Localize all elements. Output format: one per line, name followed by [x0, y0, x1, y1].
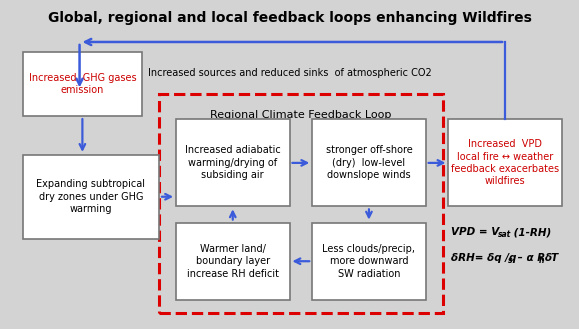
Text: Global, regional and local feedback loops enhancing Wildfires: Global, regional and local feedback loop… — [47, 12, 532, 25]
Text: Increased sources and reduced sinks  of atmospheric CO2: Increased sources and reduced sinks of a… — [148, 68, 431, 78]
FancyBboxPatch shape — [23, 155, 159, 239]
FancyBboxPatch shape — [23, 52, 142, 116]
Text: Less clouds/precip,
more downward
SW radiation: Less clouds/precip, more downward SW rad… — [323, 244, 416, 279]
Text: sat: sat — [499, 230, 512, 239]
Text: Increased  VPD
local fire ↔ weather
feedback exacerbates
wildfires: Increased VPD local fire ↔ weather feedb… — [451, 139, 559, 187]
Text: Regional Climate Feedback Loop: Regional Climate Feedback Loop — [210, 110, 391, 120]
Text: s: s — [508, 256, 512, 265]
FancyBboxPatch shape — [176, 119, 290, 206]
Text: h: h — [539, 256, 544, 265]
FancyBboxPatch shape — [448, 119, 562, 206]
FancyBboxPatch shape — [312, 119, 426, 206]
Text: Warmer land/
boundary layer
increase RH deficit: Warmer land/ boundary layer increase RH … — [187, 244, 278, 279]
Text: Expanding subtropical
dry zones under GHG
warming: Expanding subtropical dry zones under GH… — [36, 179, 145, 214]
Text: VPD = V: VPD = V — [451, 227, 500, 237]
Text: δRH= δq /q: δRH= δq /q — [451, 253, 516, 263]
Text: stronger off-shore
(dry)  low-level
downslope winds: stronger off-shore (dry) low-level downs… — [325, 145, 412, 180]
Text: Increased adiabatic
warming/drying of
subsiding air: Increased adiabatic warming/drying of su… — [185, 145, 281, 180]
Text: δT: δT — [545, 253, 559, 263]
FancyBboxPatch shape — [176, 222, 290, 300]
FancyBboxPatch shape — [312, 222, 426, 300]
Text: (1-RH): (1-RH) — [510, 227, 551, 237]
Text: Increased  GHG gases
emission: Increased GHG gases emission — [28, 73, 136, 95]
Text: – α R: – α R — [514, 253, 545, 263]
